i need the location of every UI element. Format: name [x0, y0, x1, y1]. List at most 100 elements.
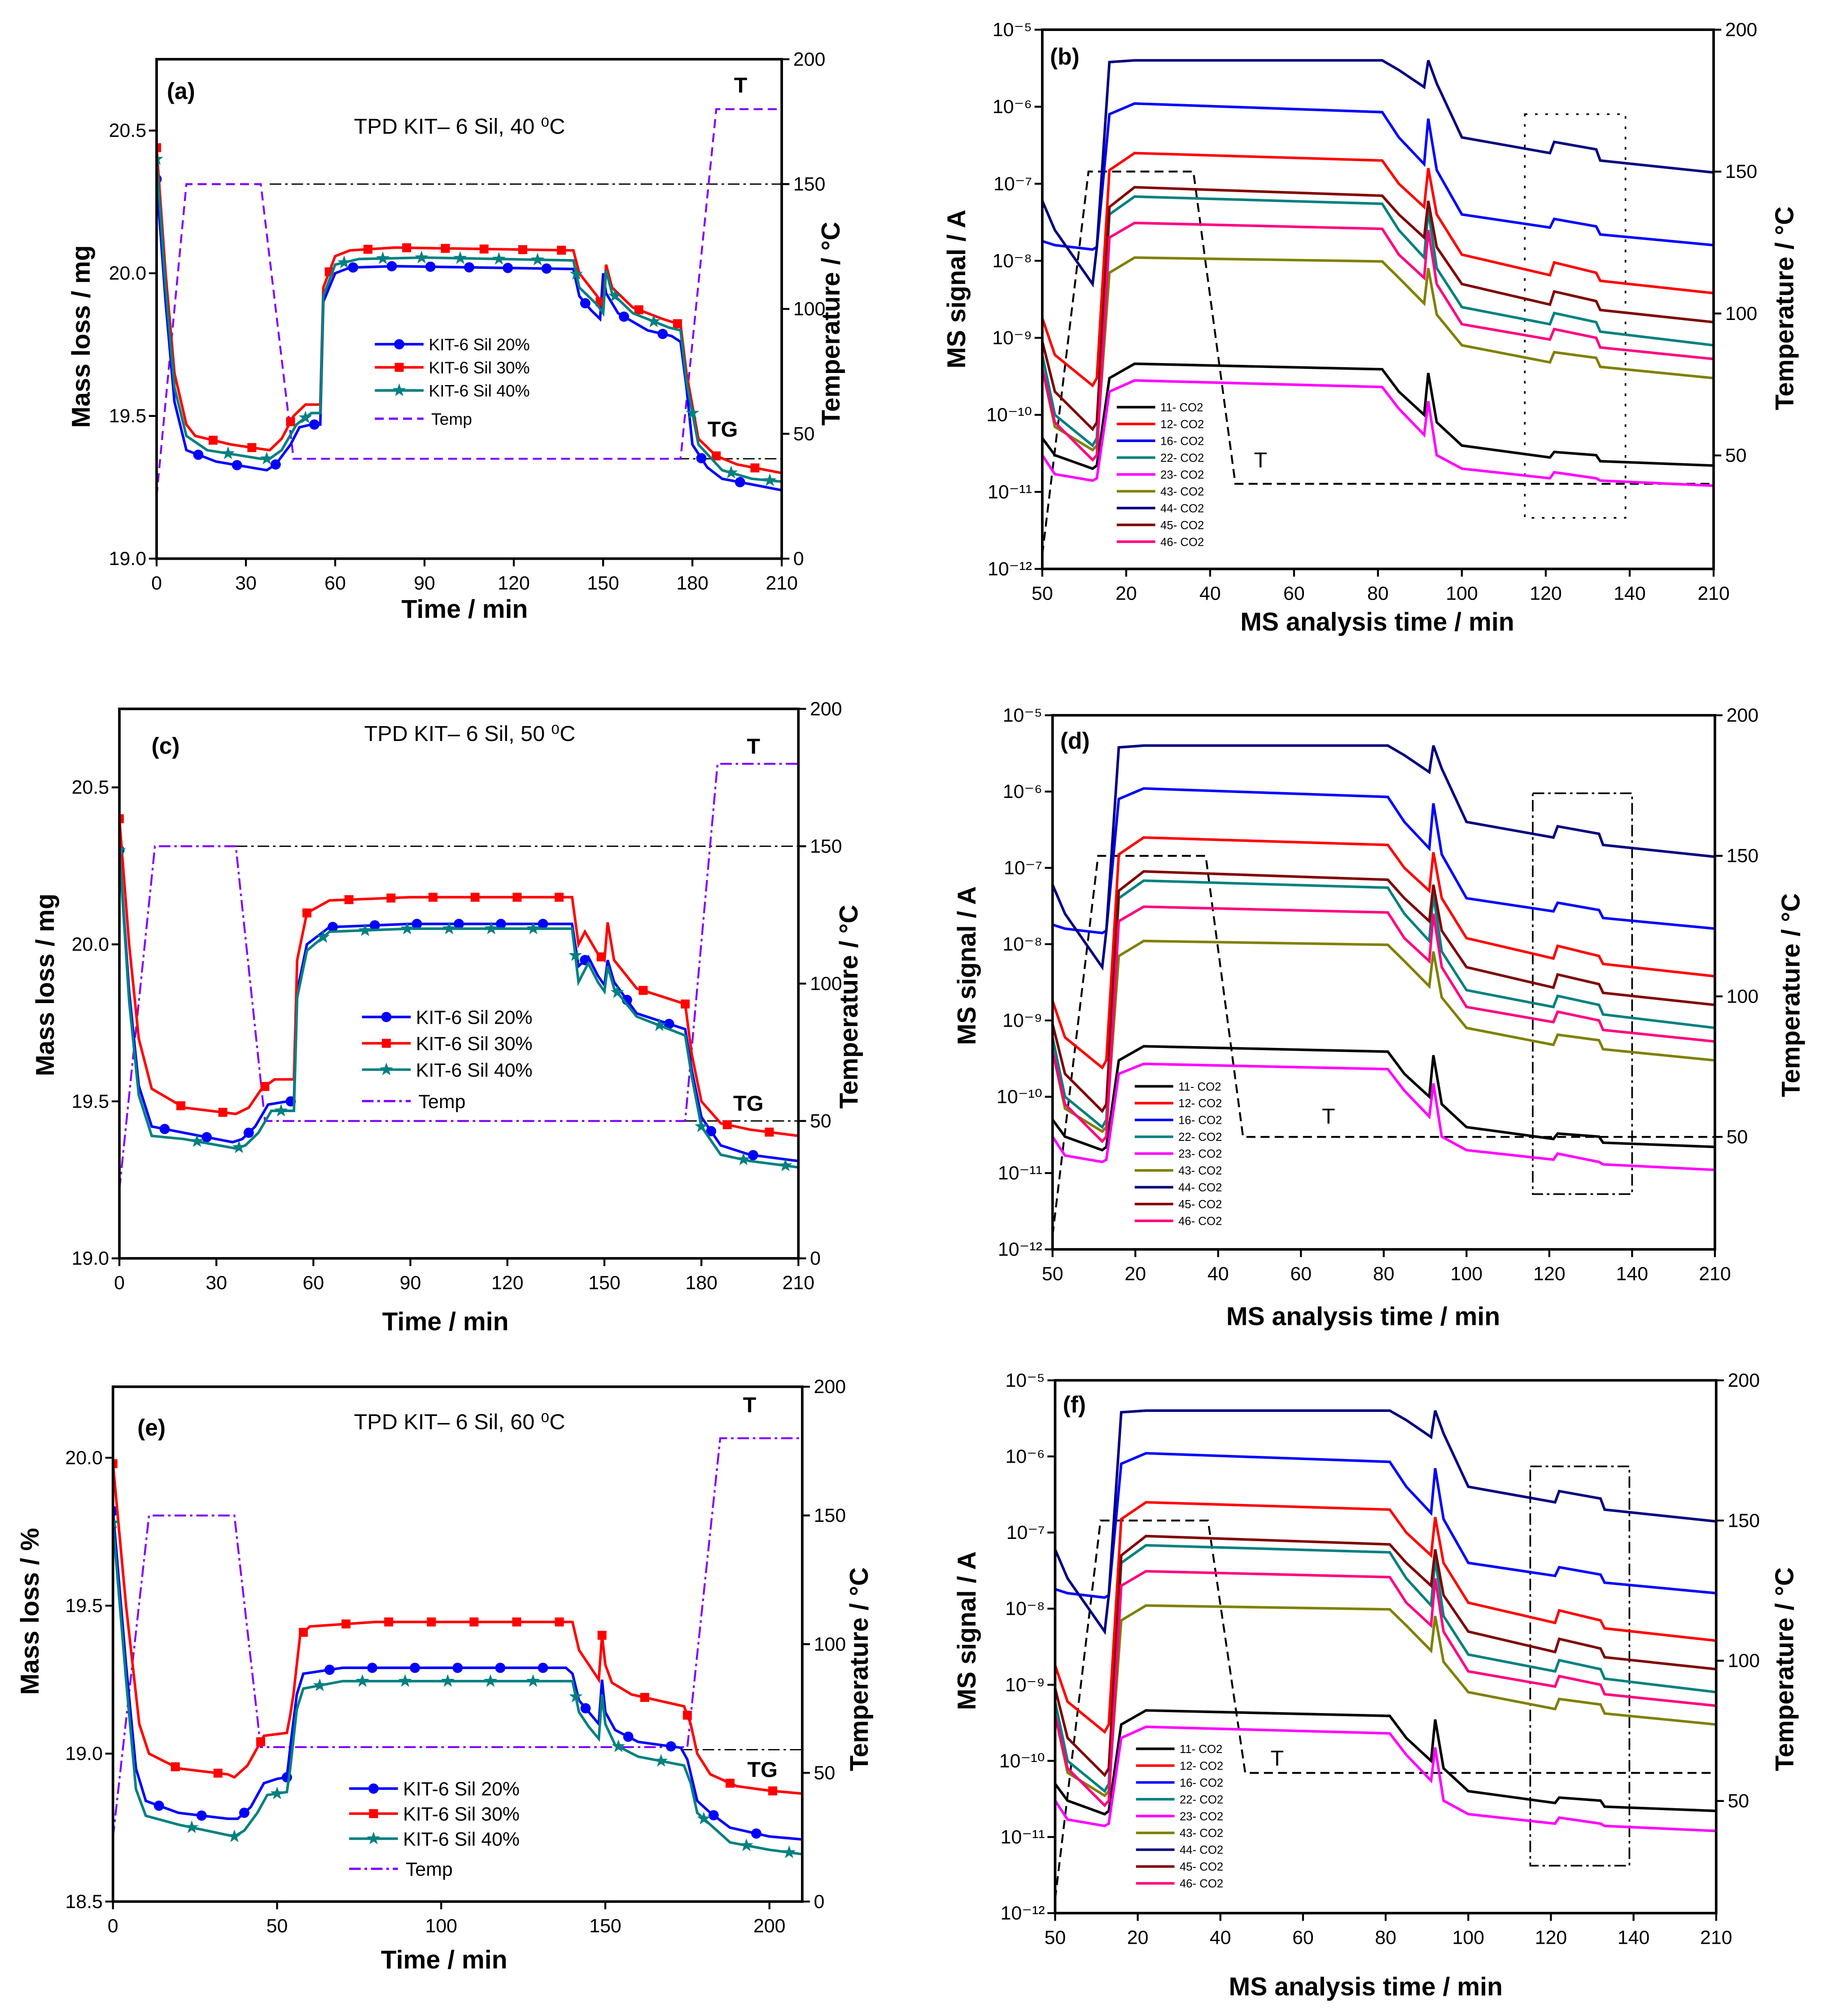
legend-label: KIT-6 Sil 40% [403, 1828, 520, 1850]
y-axis-label: MS signal / A [953, 886, 981, 1045]
y-right-tick-label: 150 [814, 1505, 846, 1526]
series-line [1055, 1725, 1716, 1832]
annotation-label: T [1322, 1104, 1335, 1128]
annotation-box [1529, 1465, 1631, 1867]
legend-item: KIT-6 Sil 20% [375, 335, 530, 354]
legend-label: 12- CO2 [1178, 1097, 1222, 1110]
series-line [113, 1511, 802, 1841]
data-point [341, 1619, 351, 1629]
y-tick-label: 10⁻⁸ [993, 250, 1032, 272]
y-tick-label: 20.0 [65, 1447, 102, 1468]
data-point [274, 1104, 288, 1117]
legend-label: 11- CO2 [1160, 401, 1203, 414]
data-point [779, 1158, 792, 1171]
data-point [324, 1665, 335, 1675]
data-point [376, 251, 390, 264]
x-tick-label: 210 [1699, 1263, 1731, 1284]
annotation-box [1532, 792, 1633, 1195]
x-tick-label: 180 [676, 572, 709, 594]
data-point [113, 1459, 118, 1468]
legend-item: 16- CO2 [1134, 1114, 1222, 1127]
data-point [398, 1674, 412, 1687]
data-point [696, 453, 707, 464]
x-tick-label: 150 [587, 572, 619, 594]
y-right-tick-label: 100 [1727, 986, 1759, 1007]
legend-item: 12- CO2 [1134, 1097, 1222, 1110]
data-point [639, 986, 648, 995]
legend-label: 16- CO2 [1180, 1777, 1223, 1789]
legend-item: 45- CO2 [1136, 1861, 1223, 1873]
x-axis-label: MS analysis time / min [1229, 1972, 1503, 2001]
data-point [697, 1811, 711, 1825]
data-point [239, 1807, 249, 1818]
x-tick-label: 210 [765, 572, 798, 594]
y-right-tick-label: 200 [1725, 19, 1758, 40]
data-point [555, 893, 564, 902]
y-tick-label: 10⁻¹¹ [988, 481, 1032, 503]
y-axis-label: Mass loss / mg [67, 245, 96, 428]
legend-marker [394, 363, 404, 372]
y-right-tick-label: 50 [1728, 1790, 1749, 1812]
legend-label: 16- CO2 [1178, 1114, 1222, 1127]
y-right-tick-label: 50 [814, 1762, 835, 1784]
data-point [610, 985, 624, 998]
legend-label: 46- CO2 [1178, 1215, 1222, 1228]
data-point [410, 1662, 420, 1673]
x-tick-label: 0 [151, 572, 162, 594]
x-axis-label: Time / min [402, 595, 528, 623]
data-point [302, 908, 312, 918]
x-tick-label: 50 [1045, 1927, 1066, 1948]
data-point [316, 930, 330, 943]
data-point [384, 1617, 394, 1627]
legend-item: 23- CO2 [1136, 1810, 1223, 1823]
data-point [113, 1516, 120, 1529]
data-point [526, 1674, 540, 1687]
x-tick-label: 210 [1697, 583, 1730, 604]
y-right-tick-label: 150 [793, 173, 826, 195]
y-tick-label: 10⁻⁹ [992, 327, 1032, 349]
legend-label: 11- CO2 [1178, 1081, 1221, 1093]
y-tick-label: 10⁻⁷ [1006, 1522, 1045, 1543]
data-point [479, 244, 489, 254]
series-line [113, 1463, 802, 1795]
series-line [1055, 1604, 1716, 1797]
annotation-label: TG [733, 1091, 764, 1116]
series-line [1052, 836, 1715, 1070]
data-point [569, 1689, 583, 1703]
legend-item: KIT-6 Sil 30% [362, 1033, 533, 1055]
data-point [750, 463, 760, 473]
series-line [1042, 59, 1714, 288]
data-point [706, 1126, 717, 1136]
annotation-label: T [743, 1393, 757, 1417]
legend-label: 43- CO2 [1160, 486, 1204, 498]
x-tick-label: 20 [1127, 1927, 1149, 1948]
series-line [1052, 870, 1715, 1113]
y-tick-label: 10⁻⁵ [993, 19, 1032, 40]
data-point [256, 1737, 265, 1747]
legend-marker [394, 339, 405, 350]
data-point [153, 1800, 164, 1811]
legend-label: 43- CO2 [1180, 1827, 1223, 1840]
data-point [442, 921, 456, 934]
data-point [495, 919, 506, 929]
legend: 11- CO2 12- CO2 16- CO2 22- CO2 23- CO2 43- C… [1134, 1081, 1222, 1228]
series-line [1055, 1534, 1716, 1777]
x-tick-label: 180 [685, 1272, 717, 1293]
legend-item: 16- CO2 [1136, 1777, 1223, 1789]
plot-frame [118, 707, 800, 1260]
data-point [724, 465, 738, 478]
y-right-tick-label: 100 [814, 1634, 846, 1655]
y-right-axis-label: Temperature / °C [1777, 893, 1806, 1097]
data-point [193, 449, 204, 460]
data-point [441, 244, 450, 253]
panel-label: (b) [1050, 43, 1080, 69]
legend-item: 11- CO2 [1116, 401, 1203, 414]
data-point [227, 1829, 241, 1842]
y-right-tick-label: 100 [1728, 1650, 1760, 1672]
y-tick-label: 10⁻¹¹ [1001, 1826, 1045, 1848]
legend-label: 44- CO2 [1180, 1844, 1223, 1857]
data-point [232, 1140, 246, 1153]
legend: 11- CO2 12- CO2 16- CO2 22- CO2 23- CO2 43- C… [1136, 1743, 1223, 1890]
data-point [708, 1810, 719, 1821]
series-line [1042, 362, 1714, 470]
